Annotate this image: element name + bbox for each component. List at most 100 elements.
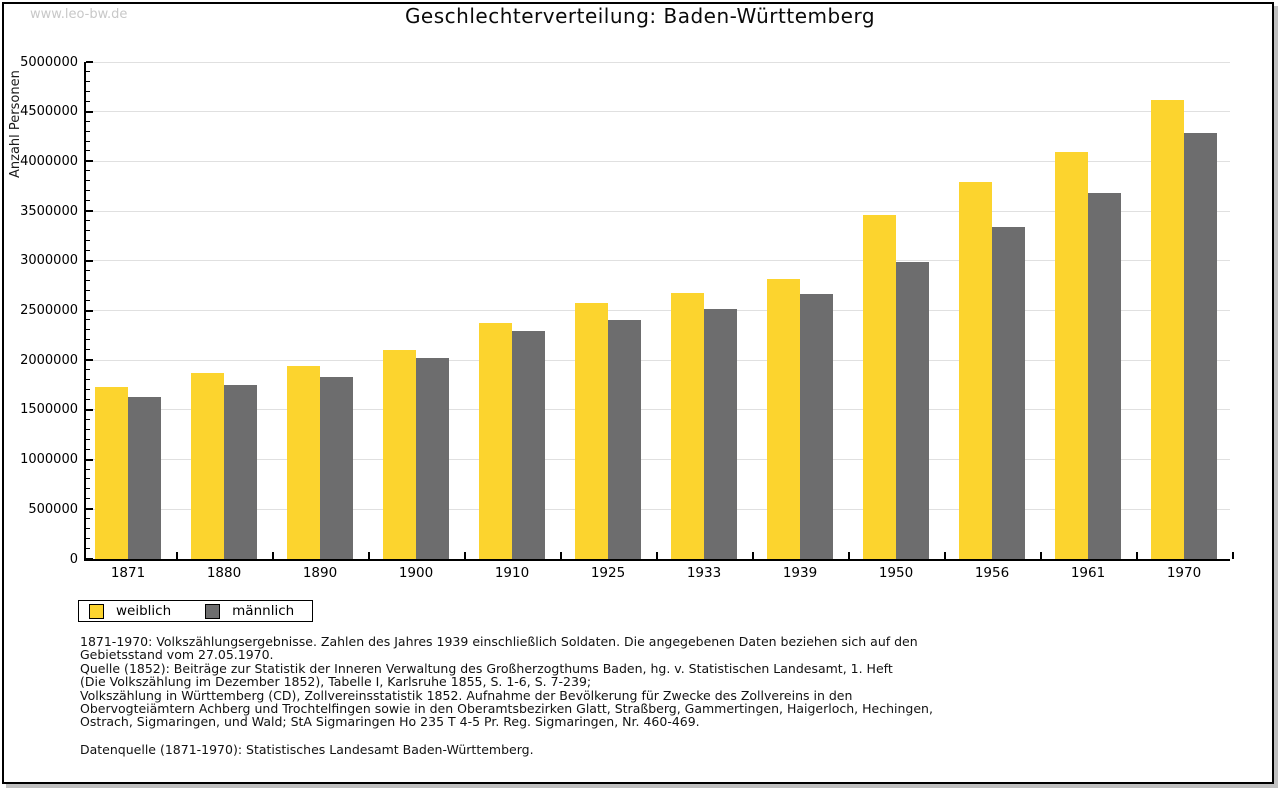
y-major-tick bbox=[86, 61, 93, 63]
legend-item-weiblich: weiblich bbox=[89, 603, 171, 619]
footnote-line: Quelle (1852): Beiträge zur Statistik de… bbox=[80, 660, 893, 676]
y-minor-tick bbox=[86, 379, 90, 381]
y-minor-tick bbox=[86, 349, 90, 351]
bar-männlich-1939 bbox=[800, 293, 833, 559]
bar-weiblich-1925 bbox=[575, 302, 608, 559]
x-boundary-tick bbox=[752, 552, 754, 559]
bar-weiblich-1950 bbox=[863, 215, 896, 559]
weiblich-swatch-icon bbox=[89, 603, 104, 619]
y-minor-tick bbox=[86, 220, 90, 222]
y-gridline bbox=[86, 409, 1230, 411]
footnote-line: 1871-1970: Volkszählungsergebnisse. Zahl… bbox=[80, 634, 918, 649]
x-boundary-tick bbox=[272, 552, 274, 559]
legend-label-maennlich: männlich bbox=[232, 603, 295, 619]
y-minor-tick bbox=[86, 229, 90, 231]
x-boundary-tick bbox=[464, 552, 466, 559]
y-gridline bbox=[86, 260, 1230, 262]
legend: weiblich männlich bbox=[78, 600, 314, 622]
footnote-line: Obervogteiämtern Achberg und Trochtelfin… bbox=[80, 701, 933, 717]
footnote-block: 1871-1970: Volkszählungsergebnisse. Zahl… bbox=[80, 635, 1180, 729]
y-minor-tick bbox=[86, 389, 90, 391]
y-minor-tick bbox=[86, 478, 90, 480]
y-minor-tick bbox=[86, 140, 90, 142]
y-minor-tick bbox=[86, 170, 90, 172]
y-tick-label: 4000000 bbox=[20, 153, 78, 169]
y-major-tick bbox=[86, 110, 93, 113]
bar-weiblich-1910 bbox=[479, 323, 512, 559]
x-tick-label: 1925 bbox=[590, 565, 626, 581]
y-minor-tick bbox=[86, 518, 90, 520]
y-tick-label: 4500000 bbox=[20, 104, 78, 120]
y-major-tick bbox=[86, 458, 93, 461]
y-minor-tick bbox=[86, 548, 90, 550]
maennlich-swatch-icon bbox=[205, 603, 221, 619]
footnote-line: (Die Volkszählung im Dezember 1852), Tab… bbox=[80, 674, 592, 690]
y-minor-tick bbox=[86, 448, 90, 450]
x-boundary-tick bbox=[944, 552, 946, 559]
y-minor-tick bbox=[86, 538, 90, 540]
x-axis-line bbox=[84, 559, 1230, 561]
y-gridline bbox=[86, 508, 1230, 510]
y-minor-tick bbox=[86, 200, 90, 202]
x-tick-label: 1880 bbox=[206, 565, 242, 581]
x-tick-label: 1933 bbox=[686, 565, 722, 581]
y-minor-tick bbox=[86, 398, 90, 400]
legend-label-weiblich: weiblich bbox=[116, 603, 172, 619]
x-tick-label: 1956 bbox=[974, 565, 1010, 581]
bar-weiblich-1890 bbox=[287, 366, 320, 559]
y-minor-tick bbox=[86, 418, 90, 420]
y-minor-tick bbox=[86, 468, 90, 470]
y-tick-label: 5000000 bbox=[20, 54, 78, 70]
y-minor-tick bbox=[86, 269, 90, 271]
legend-item-maennlich: männlich bbox=[205, 603, 294, 619]
x-boundary-tick bbox=[1232, 552, 1234, 559]
x-boundary-tick bbox=[848, 552, 850, 559]
y-minor-tick bbox=[86, 180, 90, 182]
y-gridline bbox=[86, 459, 1230, 461]
y-major-tick bbox=[86, 359, 93, 362]
y-minor-tick bbox=[86, 100, 90, 102]
y-minor-tick bbox=[86, 80, 90, 82]
x-tick-label: 1950 bbox=[878, 565, 914, 581]
x-tick-label: 1961 bbox=[1070, 565, 1106, 581]
x-tick-label: 1910 bbox=[494, 565, 530, 581]
y-minor-tick bbox=[86, 90, 90, 92]
bar-männlich-1871 bbox=[128, 396, 161, 559]
y-major-tick bbox=[86, 408, 93, 411]
y-minor-tick bbox=[86, 299, 90, 301]
y-minor-tick bbox=[86, 329, 90, 331]
y-gridline bbox=[86, 61, 1230, 63]
y-minor-tick bbox=[86, 120, 90, 122]
data-source-line: Datenquelle (1871-1970): Statistisches L… bbox=[80, 742, 534, 757]
y-major-tick bbox=[86, 210, 93, 213]
bar-weiblich-1933 bbox=[671, 292, 704, 559]
bar-männlich-1950 bbox=[896, 261, 929, 559]
y-major-tick bbox=[86, 508, 93, 511]
y-gridline bbox=[86, 210, 1230, 212]
y-minor-tick bbox=[86, 428, 90, 430]
y-tick-label: 2000000 bbox=[20, 352, 78, 368]
y-tick-label: 1500000 bbox=[20, 402, 78, 418]
x-tick-label: 1900 bbox=[398, 565, 434, 581]
y-minor-tick bbox=[86, 249, 90, 251]
y-minor-tick bbox=[86, 130, 90, 132]
x-boundary-tick bbox=[176, 552, 178, 559]
bar-weiblich-1900 bbox=[383, 350, 416, 559]
x-tick-label: 1970 bbox=[1166, 565, 1202, 581]
y-major-tick bbox=[86, 558, 93, 560]
y-major-tick bbox=[86, 309, 93, 312]
x-boundary-tick bbox=[560, 552, 562, 559]
bar-männlich-1890 bbox=[320, 377, 353, 559]
bar-männlich-1956 bbox=[992, 227, 1025, 559]
bar-weiblich-1961 bbox=[1055, 152, 1088, 559]
bar-weiblich-1871 bbox=[95, 387, 128, 559]
bar-männlich-1925 bbox=[608, 320, 641, 559]
x-tick-label: 1890 bbox=[302, 565, 338, 581]
y-minor-tick bbox=[86, 438, 90, 440]
y-gridline bbox=[86, 111, 1230, 113]
footnote-line: Volkszählung in Württemberg (CD), Zollve… bbox=[80, 687, 853, 703]
y-minor-tick bbox=[86, 498, 90, 500]
bar-männlich-1900 bbox=[416, 358, 449, 559]
y-minor-tick bbox=[86, 239, 90, 241]
y-minor-tick bbox=[86, 339, 90, 341]
